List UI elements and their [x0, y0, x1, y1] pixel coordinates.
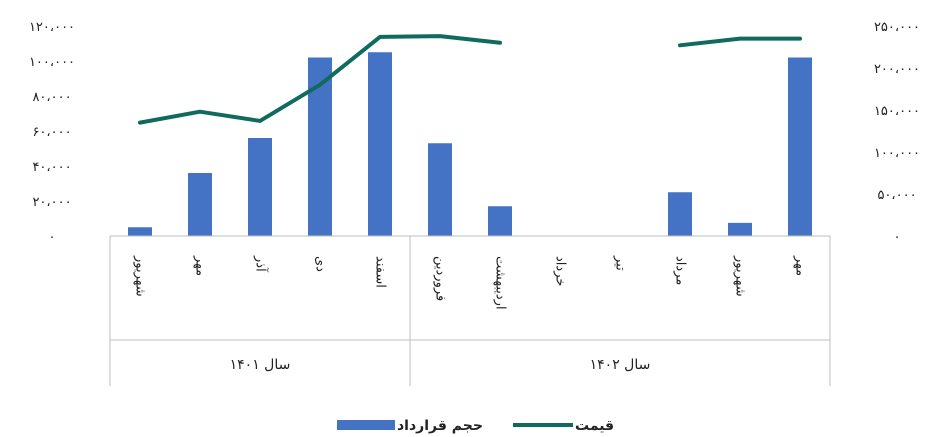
y-left-tick-label: ۲۰،۰۰۰ — [32, 195, 71, 210]
bar-7 — [488, 206, 512, 236]
y-right-tick-label: ۱۵۰،۰۰۰ — [874, 104, 920, 119]
legend-label-price: قیمت — [575, 418, 614, 434]
y-right-tick-label: ۵۰،۰۰۰ — [877, 188, 916, 203]
bar-10 — [668, 192, 692, 236]
y-left-tick-label: ۶۰،۰۰۰ — [32, 125, 71, 140]
x-category-label: آذر — [253, 255, 270, 273]
y-left-tick-label: ۱۰۰،۰۰۰ — [29, 55, 75, 70]
bar-5 — [368, 52, 392, 236]
y-left-tick-label: ۴۰،۰۰۰ — [32, 160, 71, 175]
x-category-label: اسفند — [373, 256, 388, 288]
x-category-label: دی — [313, 256, 328, 272]
y-left-tick-label: ۸۰،۰۰۰ — [32, 90, 71, 105]
x-group-label: سال ۱۴۰۱ — [230, 357, 291, 373]
y-right-tick-label: ۱۰۰،۰۰۰ — [874, 146, 920, 161]
x-group-label: سال ۱۴۰۲ — [590, 357, 651, 373]
x-category-label: شهریور — [733, 255, 748, 297]
legend-bar-swatch — [337, 420, 395, 430]
x-category-label: تیر — [613, 255, 628, 271]
y-right-tick-label: ۲۵۰،۰۰۰ — [874, 20, 920, 35]
bar-3 — [248, 138, 272, 236]
bar-11 — [728, 222, 752, 236]
x-category-label: فروردین — [433, 256, 448, 301]
price-line-segment-2 — [678, 36, 802, 48]
bar-12 — [788, 57, 812, 236]
x-category-label: شهریور — [133, 255, 148, 297]
y-left-tick-label: ۰ — [49, 230, 56, 245]
x-category-label: مهر — [793, 255, 808, 276]
x-category-label: اردیبهشت — [493, 256, 508, 310]
bar-1 — [128, 227, 152, 236]
legend-label-volume: حجم قرارداد — [397, 418, 483, 434]
price-line-segment-1 — [138, 34, 502, 125]
y-right-tick-label: ۲۰۰،۰۰۰ — [874, 62, 920, 77]
y-right-tick-label: ۰ — [894, 230, 901, 245]
bar-6 — [428, 143, 452, 236]
x-category-label: مرداد — [673, 256, 688, 285]
x-category-label: خرداد — [553, 256, 568, 286]
bar-4 — [308, 57, 332, 236]
y-left-tick-label: ۱۲۰،۰۰۰ — [29, 20, 75, 35]
bar-2 — [188, 173, 212, 236]
x-category-label: مهر — [193, 255, 208, 276]
